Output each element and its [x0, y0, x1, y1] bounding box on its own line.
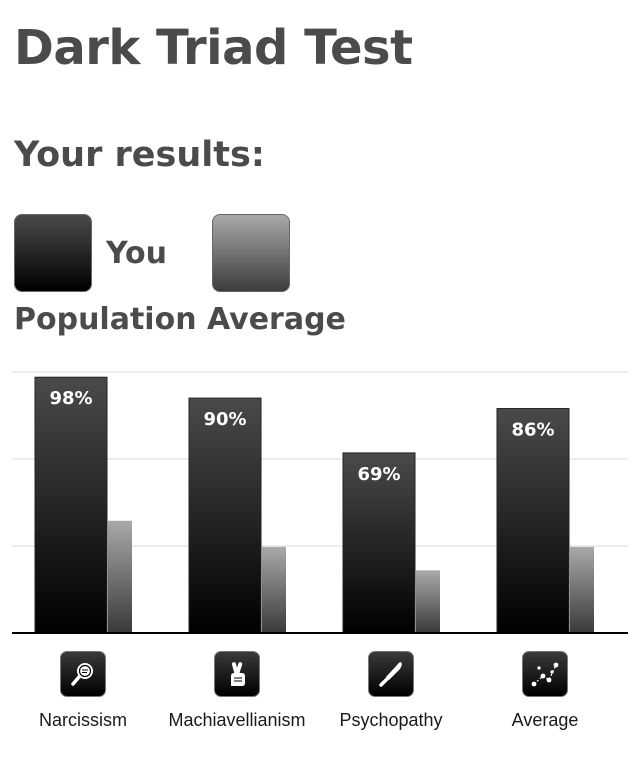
chart-legend: You Population Average	[0, 212, 640, 342]
bar-value-label: 90%	[203, 409, 246, 430]
category-label: Machiavellianism	[168, 710, 306, 730]
bar-you-average	[496, 408, 570, 634]
magnifier-icon	[60, 651, 106, 697]
scatter-plot-icon	[522, 651, 568, 697]
knife-icon	[368, 651, 414, 697]
legend-label-population: Population Average	[14, 302, 346, 337]
bar-population-machiavellianism	[262, 546, 286, 633]
legend-label-you: You	[106, 236, 167, 271]
bar-you-machiavellianism	[188, 397, 262, 634]
bar-population-psychopathy	[416, 570, 440, 633]
bar-value-label: 86%	[511, 420, 554, 441]
category-label: Average	[511, 710, 579, 730]
category-label: Narcissism	[39, 710, 127, 730]
bar-chart: 98% 90% 69% 86%	[12, 371, 628, 634]
bar-population-average	[570, 546, 594, 633]
legend-swatch-you	[14, 214, 92, 292]
results-chart: 98% 90% 69% 86% Narcissism Machiavellianism P…	[0, 360, 640, 760]
page-title: Dark Triad Test	[14, 20, 413, 76]
bar-value-label: 69%	[357, 464, 400, 485]
results-heading: Your results:	[14, 135, 265, 175]
legend-swatch-population	[212, 214, 290, 292]
bar-you-psychopathy	[342, 452, 416, 634]
crossed-fingers-icon	[214, 651, 260, 697]
bar-value-label: 98%	[49, 388, 92, 409]
category-label: Psychopathy	[339, 710, 443, 730]
bar-population-narcissism	[108, 520, 132, 633]
bar-you-narcissism	[34, 376, 108, 634]
